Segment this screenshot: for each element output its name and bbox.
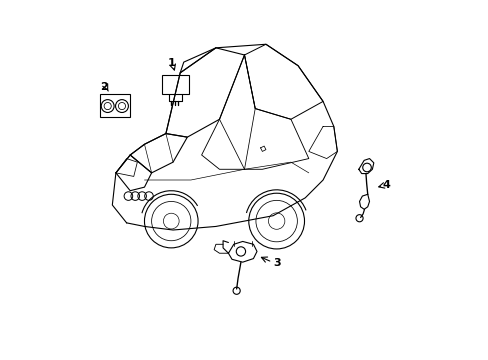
Text: 2: 2 xyxy=(101,82,108,92)
Bar xyxy=(162,75,189,94)
Text: 1: 1 xyxy=(167,58,175,68)
Bar xyxy=(100,94,130,117)
Text: 4: 4 xyxy=(382,180,389,190)
Text: 3: 3 xyxy=(272,258,280,268)
